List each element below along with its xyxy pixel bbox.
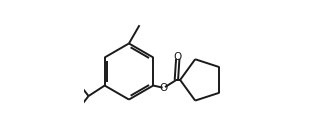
Text: O: O [174, 52, 182, 62]
Text: O: O [160, 83, 168, 93]
